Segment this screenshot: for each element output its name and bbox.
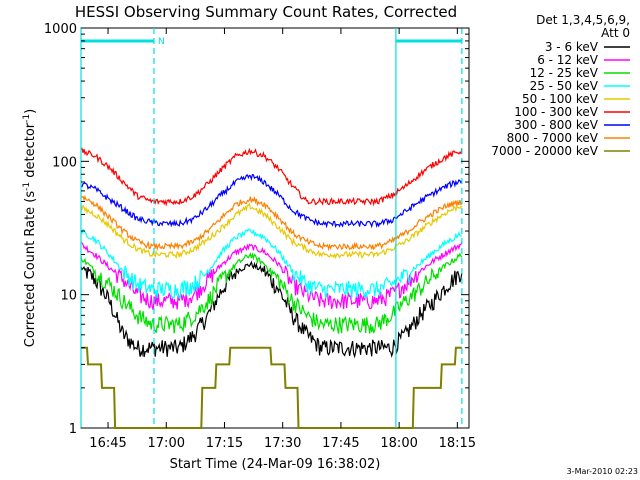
footer-date: 3-Mar-2010 02:23 xyxy=(567,467,638,476)
x-tick-label-4: 17:45 xyxy=(322,436,359,451)
plot-frame xyxy=(80,27,470,429)
y-axis-label-sup2: -1 xyxy=(22,114,32,123)
y-axis-label-sup1: -1 xyxy=(22,182,32,191)
series-line-0 xyxy=(80,260,463,359)
legend-header-line1: Det 1,3,4,5,6,9, xyxy=(536,13,630,27)
y-tick-label-2: 100 xyxy=(52,155,77,170)
x-tick-label-3: 17:30 xyxy=(264,436,301,451)
y-tick-label-0: 1 xyxy=(69,422,77,437)
legend-header-line2: Att 0 xyxy=(601,26,630,40)
series-layer xyxy=(80,147,463,429)
plot-area xyxy=(80,27,470,429)
x-tick-label-0: 16:45 xyxy=(89,436,126,451)
series-line-7 xyxy=(80,194,463,252)
legend-label-8: 7000 - 20000 keV xyxy=(491,144,598,158)
x-tick-label-5: 18:00 xyxy=(380,436,417,451)
night-bar-label-0: N xyxy=(158,37,165,47)
axis-layer: 16:45 17:00 17:15 17:30 17:45 18:00 18:15 1 10 10… xyxy=(44,22,476,451)
x-tick-label-6: 18:15 xyxy=(439,436,476,451)
legend-label-5: 100 - 300 keV xyxy=(514,105,598,119)
y-axis-label: Corrected Count Rate (s-1 detector-1) xyxy=(22,109,38,347)
series-line-5 xyxy=(80,147,463,207)
legend-label-7: 800 - 7000 keV xyxy=(507,131,599,145)
legend-label-0: 3 - 6 keV xyxy=(545,40,599,54)
y-axis-label-part2: detector xyxy=(23,122,38,182)
series-line-4 xyxy=(80,202,463,260)
series-line-1 xyxy=(80,241,463,311)
x-tick-label-2: 17:15 xyxy=(206,436,243,451)
y-tick-label-1: 10 xyxy=(60,289,77,304)
series-line-8 xyxy=(81,346,462,429)
series-line-2 xyxy=(80,252,463,334)
legend-label-4: 50 - 100 keV xyxy=(522,92,599,106)
y-axis-label-part1: Corrected Count Rate (s xyxy=(23,191,38,348)
y-axis-label-part3: ) xyxy=(23,109,38,114)
legend-label-6: 300 - 800 keV xyxy=(514,118,598,132)
marker-layer: N xyxy=(80,28,463,428)
legend-label-2: 12 - 25 keV xyxy=(530,66,599,80)
y-tick-label-3: 1000 xyxy=(44,22,77,37)
series-line-3 xyxy=(80,228,462,299)
series-line-6 xyxy=(80,173,463,229)
x-tick-label-1: 17:00 xyxy=(148,436,185,451)
legend-label-1: 6 - 12 keV xyxy=(537,53,599,67)
chart-title: HESSI Observing Summary Count Rates, Cor… xyxy=(75,3,457,21)
legend-label-3: 25 - 50 keV xyxy=(530,79,599,93)
x-axis-label: Start Time (24-Mar-09 16:38:02) xyxy=(170,457,381,472)
